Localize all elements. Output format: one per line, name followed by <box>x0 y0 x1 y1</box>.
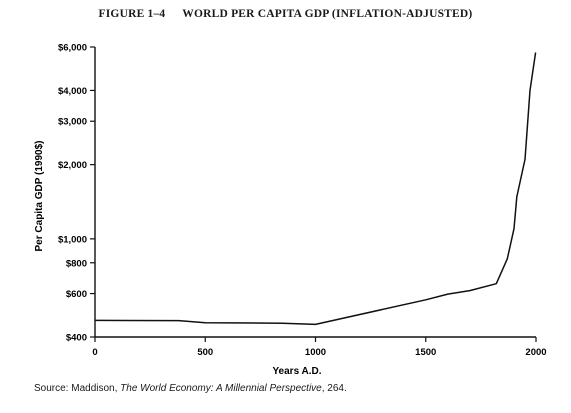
y-tick-label: $4,000 <box>58 86 87 97</box>
axes <box>94 47 536 338</box>
y-tick-label: $1,000 <box>58 234 87 245</box>
figure-number: FIGURE 1–4 <box>98 8 166 20</box>
chart-title: WORLD PER CAPITA GDP (INFLATION-ADJUSTED… <box>182 8 473 20</box>
source-note: Source: Maddison, The World Economy: A M… <box>34 383 347 394</box>
y-tick-label: $6,000 <box>58 43 87 54</box>
y-ticks: $400 $600 $800 $1,000 $2,000 $3,000 $4,000 $6,0… <box>58 43 95 344</box>
x-tick-label: 1000 <box>305 347 326 358</box>
y-tick-label: $600 <box>66 289 87 300</box>
series-line <box>94 52 537 326</box>
x-axis-label: Years A.D. <box>272 366 321 377</box>
y-axis-label: Per Capita GDP (1990$) <box>34 141 45 252</box>
y-tick-label: $400 <box>66 333 87 344</box>
x-ticks: 0 500 1000 1500 2000 <box>92 337 547 358</box>
x-tick-label: 2000 <box>525 347 546 358</box>
y-tick-label: $800 <box>66 258 87 269</box>
figure-title: FIGURE 1–4 WORLD PER CAPITA GDP (INFLATI… <box>0 8 571 20</box>
x-tick-label: 500 <box>197 347 213 358</box>
source-suffix: , 264. <box>321 383 347 394</box>
series-layer <box>94 52 537 326</box>
y-tick-label: $2,000 <box>58 160 87 171</box>
x-tick-label: 0 <box>92 347 97 358</box>
y-tick-label: $3,000 <box>58 117 87 128</box>
x-tick-label: 1500 <box>415 347 436 358</box>
source-prefix: Source: Maddison, <box>34 383 121 394</box>
source-work: The World Economy: A Millennial Perspect… <box>120 383 322 394</box>
